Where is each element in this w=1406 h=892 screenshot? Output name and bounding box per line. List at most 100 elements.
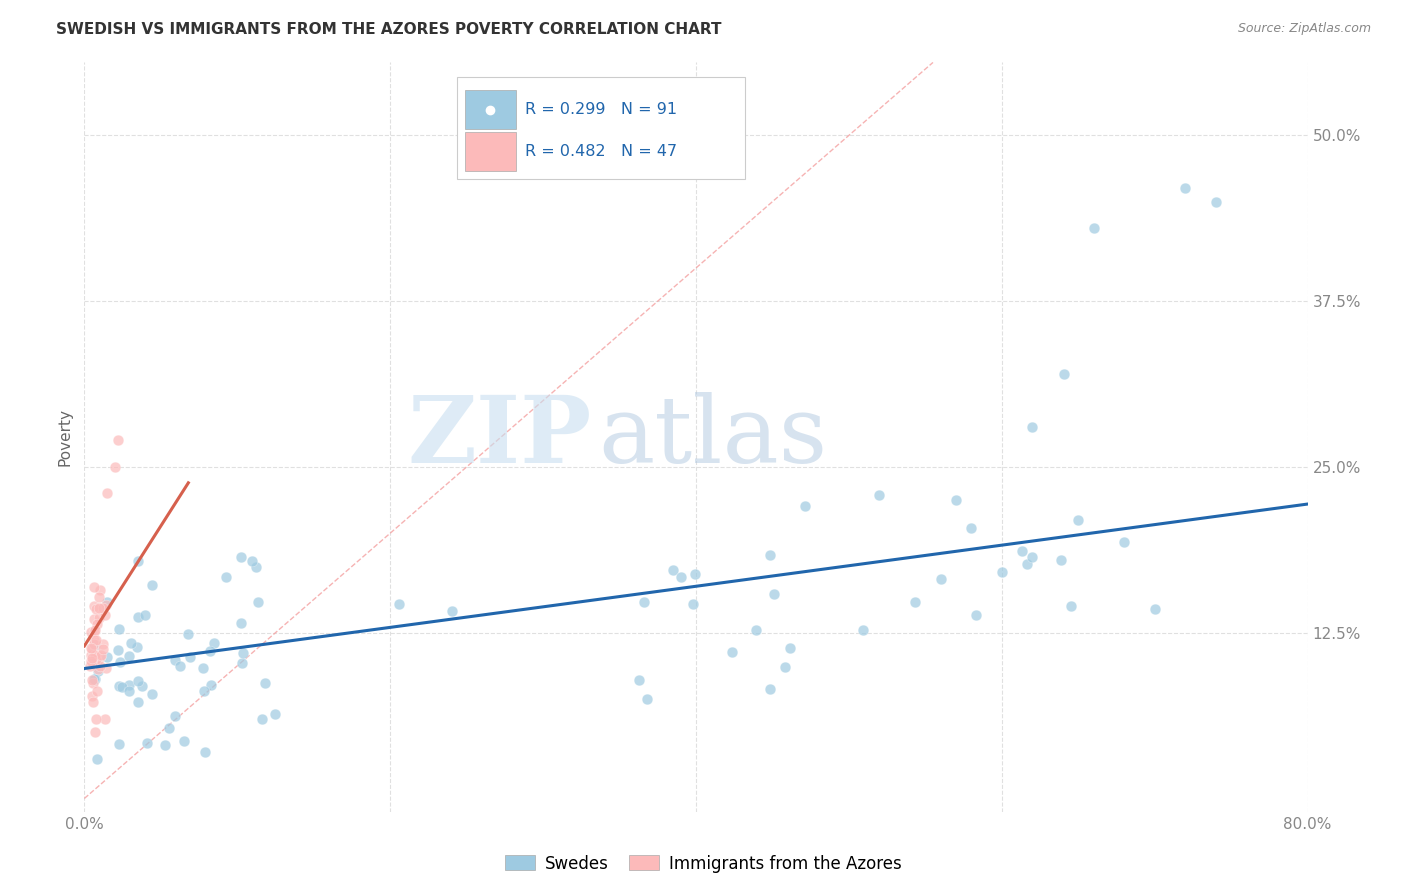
Point bbox=[1174, 181, 1197, 195]
Point bbox=[93, 637, 115, 651]
Point bbox=[86, 632, 108, 647]
Point bbox=[1053, 367, 1076, 381]
Point bbox=[254, 676, 277, 690]
Point bbox=[87, 611, 110, 625]
Point bbox=[169, 658, 191, 673]
Point bbox=[80, 641, 103, 656]
Point bbox=[131, 679, 153, 693]
Point bbox=[264, 707, 287, 722]
Point bbox=[118, 678, 141, 692]
Point bbox=[83, 612, 105, 626]
Point bbox=[83, 673, 105, 687]
Point bbox=[141, 578, 163, 592]
Point bbox=[1060, 599, 1083, 614]
Point bbox=[682, 597, 704, 611]
Point bbox=[87, 662, 110, 676]
Point bbox=[1083, 221, 1105, 235]
Point bbox=[79, 659, 101, 673]
Point bbox=[94, 598, 117, 612]
Point bbox=[82, 676, 104, 690]
Point bbox=[231, 616, 253, 631]
Point bbox=[96, 661, 118, 675]
Point bbox=[745, 623, 768, 637]
Point bbox=[86, 655, 108, 669]
Point bbox=[794, 499, 817, 513]
Point bbox=[118, 683, 141, 698]
Point bbox=[80, 689, 103, 703]
Point bbox=[90, 648, 112, 663]
Point bbox=[440, 604, 463, 618]
Point bbox=[779, 640, 801, 655]
Point bbox=[107, 679, 129, 693]
Point bbox=[93, 712, 115, 726]
Point bbox=[628, 673, 651, 688]
Point bbox=[200, 677, 222, 691]
Point bbox=[89, 583, 111, 598]
Point bbox=[111, 680, 134, 694]
Point bbox=[759, 681, 782, 696]
Point bbox=[671, 570, 693, 584]
Point bbox=[194, 745, 217, 759]
Point bbox=[84, 657, 107, 671]
Point bbox=[86, 617, 108, 632]
Point bbox=[91, 642, 114, 657]
Point bbox=[173, 733, 195, 747]
Point bbox=[929, 572, 952, 586]
Point bbox=[91, 601, 114, 615]
Point bbox=[388, 597, 411, 611]
Point bbox=[89, 658, 111, 673]
Point bbox=[193, 684, 215, 698]
Point bbox=[945, 493, 967, 508]
FancyBboxPatch shape bbox=[457, 78, 745, 178]
Point bbox=[127, 609, 149, 624]
Point bbox=[84, 623, 107, 637]
Point bbox=[87, 664, 110, 678]
Point bbox=[136, 736, 159, 750]
Point bbox=[127, 554, 149, 568]
Point bbox=[83, 637, 105, 651]
Point bbox=[96, 594, 118, 608]
Point bbox=[1205, 194, 1227, 209]
Point bbox=[965, 608, 987, 623]
Point bbox=[245, 560, 267, 574]
Point bbox=[1017, 557, 1039, 571]
Point bbox=[94, 607, 117, 622]
Point bbox=[83, 599, 105, 614]
Point bbox=[84, 601, 107, 615]
Point bbox=[82, 694, 104, 708]
Point bbox=[763, 587, 786, 601]
Point bbox=[1067, 512, 1090, 526]
Point bbox=[117, 648, 139, 663]
Point bbox=[86, 752, 108, 766]
Point bbox=[869, 487, 891, 501]
Point bbox=[127, 695, 149, 709]
Point bbox=[202, 635, 225, 649]
Point bbox=[231, 657, 253, 671]
Point bbox=[991, 565, 1014, 579]
Point bbox=[198, 644, 221, 658]
Point bbox=[191, 661, 214, 675]
Point bbox=[636, 691, 658, 706]
Text: atlas: atlas bbox=[598, 392, 827, 482]
Point bbox=[1021, 420, 1043, 434]
Text: R = 0.482   N = 47: R = 0.482 N = 47 bbox=[524, 145, 676, 159]
Point bbox=[91, 600, 114, 615]
Text: ZIP: ZIP bbox=[408, 392, 592, 482]
Point bbox=[84, 652, 107, 666]
Point bbox=[163, 709, 186, 723]
Point bbox=[1114, 534, 1136, 549]
Point bbox=[1049, 553, 1071, 567]
Point bbox=[107, 643, 129, 657]
Point bbox=[80, 640, 103, 655]
Point bbox=[633, 595, 655, 609]
Point bbox=[1021, 549, 1043, 564]
Point bbox=[83, 725, 105, 739]
FancyBboxPatch shape bbox=[465, 132, 516, 171]
Point bbox=[83, 625, 105, 640]
Point bbox=[80, 656, 103, 670]
Point bbox=[96, 649, 118, 664]
Point bbox=[84, 648, 107, 662]
Point bbox=[80, 648, 103, 662]
Point bbox=[104, 459, 127, 474]
Text: SWEDISH VS IMMIGRANTS FROM THE AZORES POVERTY CORRELATION CHART: SWEDISH VS IMMIGRANTS FROM THE AZORES PO… bbox=[56, 22, 721, 37]
